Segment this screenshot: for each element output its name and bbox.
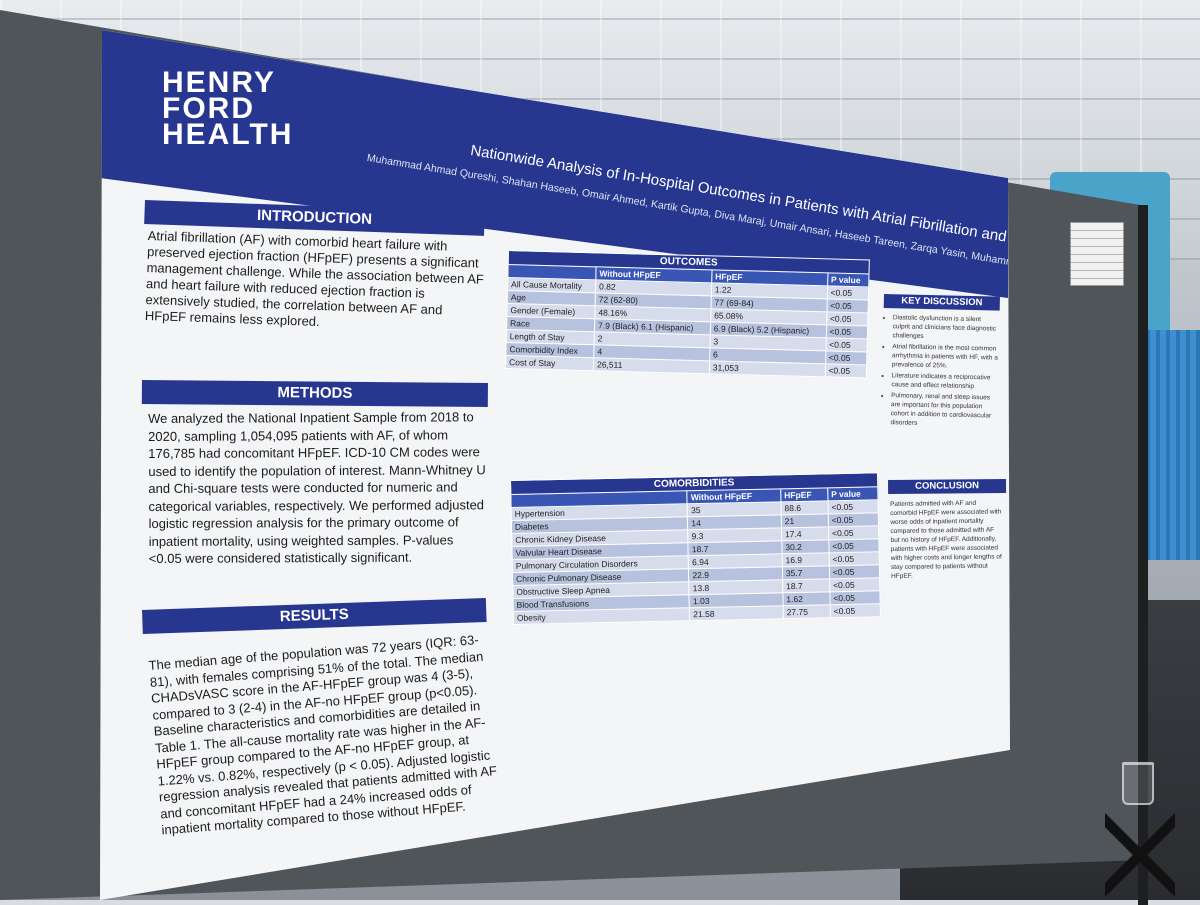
comorbidities-cell: 21.58 (689, 605, 784, 621)
comorbidities-cell: <0.05 (829, 577, 880, 592)
outcomes-column-header: P value (827, 272, 869, 287)
logo-line: HEALTH (162, 118, 294, 151)
comorbidities-column-header: P value (827, 486, 878, 501)
comorbidities-cell: 1.62 (782, 591, 831, 606)
outcomes-cell: <0.05 (826, 298, 869, 313)
comorbidities-cell: <0.05 (828, 538, 880, 553)
outcomes-cell: <0.05 (826, 285, 869, 300)
comorbidities-cell: 30.2 (781, 539, 829, 554)
logo-line: HENRY (162, 66, 276, 99)
henry-ford-health-logo: HENRY FORD HEALTH (162, 66, 294, 151)
comorbidities-cell: <0.05 (827, 499, 879, 514)
comorbidities-table: COMORBIDITIES Without HFpEF HFpEF P value H… (510, 472, 881, 625)
outcomes-cell: <0.05 (825, 350, 867, 365)
outcomes-cell: <0.05 (825, 337, 868, 352)
key-points-heading: KEY DISCUSSION POINTS (883, 294, 1000, 322)
comorbidities-cell: Obesity (513, 607, 690, 625)
comorbidities-cell: 35.7 (782, 565, 830, 580)
logo-line: FORD (162, 92, 255, 125)
comorbidities-cell: <0.05 (828, 551, 880, 566)
comorbidities-cell: 17.4 (781, 526, 829, 541)
comorbidities-cell: 21 (781, 513, 829, 528)
outcomes-cell: Cost of Stay (505, 355, 594, 371)
introduction-text: Atrial fibrillation (AF) with comorbid h… (144, 228, 485, 330)
key-point: Literature indicates a reciprocative cau… (891, 371, 998, 391)
key-point: Pulmonary, renal and sleep issues are im… (890, 391, 998, 429)
comorbidities-cell: 27.75 (783, 604, 831, 619)
comorbidities-cell: <0.05 (829, 590, 881, 605)
outcomes-table: OUTCOMES Without HFpEF HFpEF P value All Ca… (505, 250, 870, 378)
conclusion-heading: CONCLUSION (888, 478, 1007, 494)
plastic-cup (1122, 762, 1154, 805)
key-points-list: Diastolic dysfunction is a silent culpri… (881, 313, 1000, 432)
methods-heading: METHODS (141, 380, 488, 408)
comorbidities-cell: 88.6 (780, 500, 829, 515)
comorbidities-cell: <0.05 (829, 564, 880, 579)
comorbidities-cell: <0.05 (828, 512, 879, 527)
comorbidities-cell: 18.7 (782, 578, 830, 593)
outcomes-cell: 26,511 (593, 357, 710, 374)
results-heading: RESULTS (142, 597, 487, 634)
comorbidities-cell: <0.05 (830, 603, 881, 618)
outcomes-cell: <0.05 (824, 363, 867, 378)
key-point: Atrial fibrillation is the most common a… (892, 342, 1000, 371)
conclusion-text: Patients admitted with AF and comorbid H… (890, 499, 1002, 580)
outcomes-cell: <0.05 (825, 324, 868, 339)
results-text: The median age of the population was 72 … (148, 632, 498, 838)
poster-number-card (1070, 222, 1124, 286)
research-poster: HENRY FORD HEALTH Nationwide Analysis of… (100, 30, 1010, 900)
outcomes-cell: <0.05 (826, 311, 868, 326)
key-point: Diastolic dysfunction is a silent culpri… (892, 313, 1000, 342)
methods-text: We analyzed the National Inpatient Sampl… (148, 409, 486, 566)
comorbidities-cell: 16.9 (781, 552, 830, 567)
board-stand-leg (1105, 810, 1175, 900)
background-blue-wall (1140, 330, 1200, 560)
outcomes-cell: 31,053 (709, 360, 826, 377)
poster-board-frame (1138, 205, 1148, 905)
comorbidities-column-header: HFpEF (780, 487, 828, 502)
comorbidities-cell: <0.05 (828, 525, 879, 540)
